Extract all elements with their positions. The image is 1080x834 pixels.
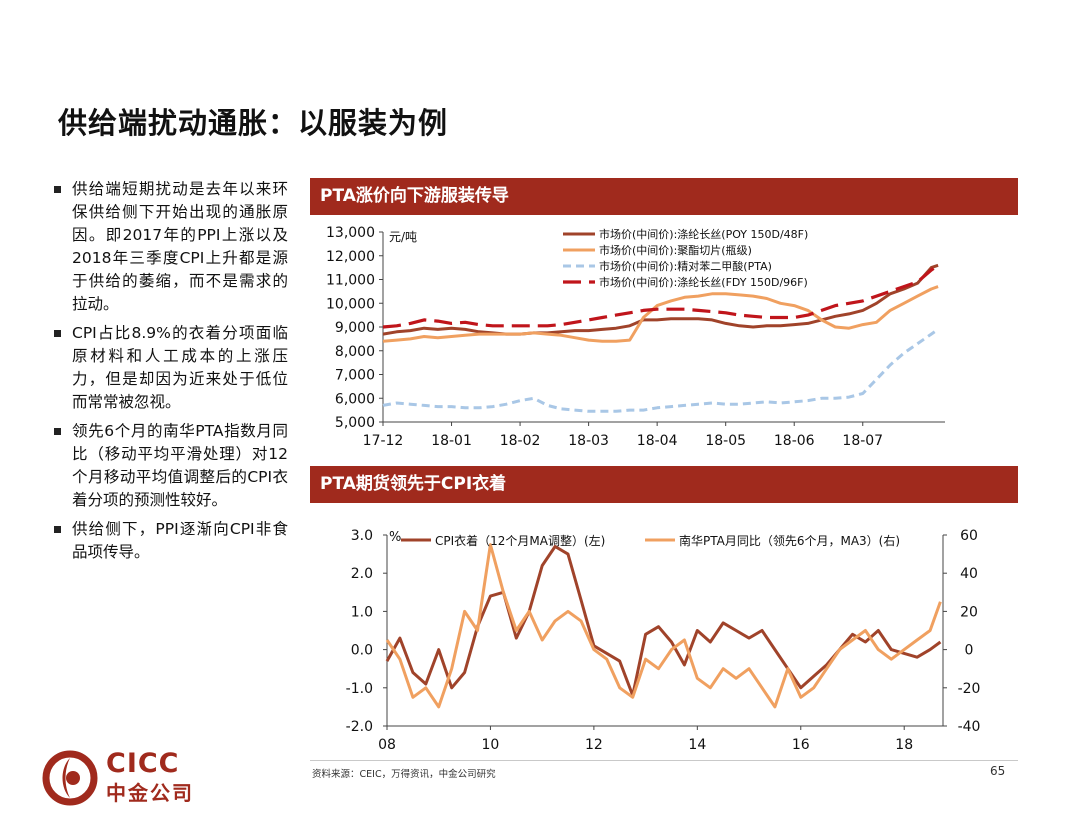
legend-label: 南华PTA月同比（领先6个月，MA3）(右) [679,533,900,548]
y-tick-label: 7,000 [335,368,375,384]
x-tick-label: 17-12 [363,433,404,449]
series-line-1 [382,285,939,343]
y2-tick-label: 0 [965,643,974,659]
x-tick-label: 18-01 [431,433,472,449]
y-tick-label: 2.0 [351,566,373,582]
x-tick-label: 12 [585,737,603,753]
series-line-3 [382,263,940,329]
x-tick-label: 14 [688,737,706,753]
y-tick-label: 5,000 [335,415,375,431]
page-number: 65 [990,764,1006,778]
y2-tick-label: 60 [960,528,978,544]
x-tick-label: 18 [895,737,913,753]
x-tick-label: 16 [792,737,810,753]
series-line-2 [382,328,939,413]
x-tick-label: 08 [378,737,396,753]
y-tick-label: 8,000 [335,344,375,360]
bullet-item: 领先6个月的南华PTA指数月同比（移动平均平滑处理）对12个月移动平均值调整后的… [52,420,288,512]
legend-label: 市场价(中间价):精对苯二甲酸(PTA) [599,259,772,273]
y-tick-label: -1.0 [346,681,373,697]
chart1-title: PTA涨价向下游服装传导 [310,178,1018,215]
x-tick-label: 10 [482,737,500,753]
pta-cpi-chart: -2.0 -1.0 0.0 1.0 2.0 3.0 -40 -20 0 20 40 60 08 10 12 1… [346,528,981,753]
bullet-item: 供给端短期扰动是去年以来环保供给侧下开始出现的通胀原因。即2017年的PPI上涨… [52,178,288,316]
y-tick-label: 10,000 [326,296,375,312]
series-line-0 [382,263,939,336]
x-tick-label: 18-05 [705,433,746,449]
y-tick-label: 6,000 [335,391,375,407]
bullet-item: CPI占比8.9%的衣着分项面临原材料和人工成本的上涨压力，但是却因为近来处于低… [52,322,288,414]
y-tick-label: 9,000 [335,320,375,336]
x-tick-label: 18-04 [637,433,678,449]
bullet-item: 供给侧下，PPI逐渐向CPI非食品项传导。 [52,518,288,564]
x-tick-label: 18-03 [568,433,609,449]
cicc-logo: CICC 中金公司 [42,748,202,808]
y-tick-label: -2.0 [346,719,373,735]
footer-divider [310,760,1018,761]
cicc-logo-icon [42,750,98,806]
unit-label: % [389,530,401,545]
y-tick-label: 13,000 [326,225,375,241]
legend-label: 市场价(中间价):涤纶长丝(FDY 150D/96F) [599,275,808,289]
series-line-1 [385,543,942,709]
y-tick-label: 11,000 [326,273,375,289]
logo-text-cn: 中金公司 [106,781,194,805]
y-tick-label: 12,000 [326,249,375,265]
y-tick-label: 3.0 [351,528,373,544]
legend-label: 市场价(中间价):涤纶长丝(POY 150D/48F) [599,227,808,241]
x-tick-label: 18-02 [500,433,541,449]
x-tick-label: 18-06 [774,433,815,449]
legend-label: CPI衣着（12个月MA调整）(左) [435,533,605,548]
y-tick-label: 0.0 [351,643,373,659]
bullet-list: 供给端短期扰动是去年以来环保供给侧下开始出现的通胀原因。即2017年的PPI上涨… [52,178,288,570]
y2-tick-label: -20 [958,681,981,697]
source-note: 资料来源：CEIC，万得资讯，中金公司研究 [312,769,496,780]
y2-tick-label: 40 [960,566,978,582]
pta-price-chart: 5,000 6,000 7,000 8,000 9,000 10,000 11,000 12,… [326,225,945,449]
page-title: 供给端扰动通胀：以服装为例 [58,106,449,140]
y2-tick-label: -40 [958,719,981,735]
chart2-title: PTA期货领先于CPI衣着 [310,466,1018,503]
legend-label: 市场价(中间价):聚酯切片(瓶级) [599,243,752,257]
x-tick-label: 18-07 [842,433,883,449]
unit-label: 元/吨 [389,230,417,244]
logo-text-en: CICC [106,748,180,779]
y-tick-label: 1.0 [351,604,373,620]
y2-tick-label: 20 [960,604,978,620]
